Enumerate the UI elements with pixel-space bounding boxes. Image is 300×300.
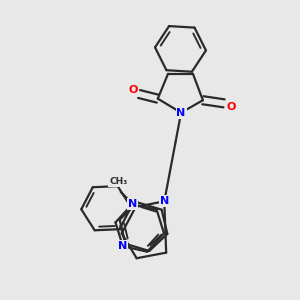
Text: N: N (176, 108, 186, 118)
Text: N: N (118, 241, 128, 251)
Text: N: N (160, 196, 169, 206)
Text: O: O (226, 102, 236, 112)
Text: N: N (128, 199, 137, 209)
Text: O: O (128, 85, 138, 95)
Text: CH₃: CH₃ (109, 177, 128, 186)
